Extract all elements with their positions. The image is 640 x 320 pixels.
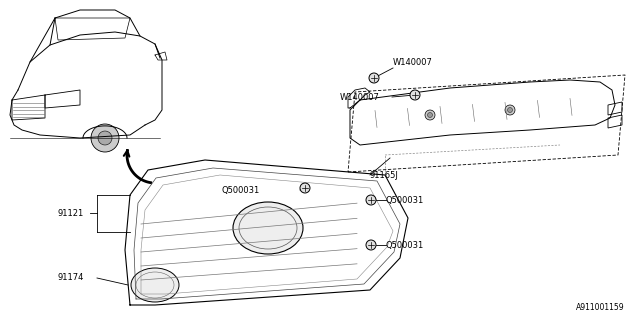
Text: W140007: W140007 [340, 92, 380, 101]
Text: Q500031: Q500031 [386, 196, 424, 204]
Ellipse shape [131, 268, 179, 302]
Circle shape [300, 183, 310, 193]
Text: 91121: 91121 [58, 209, 84, 218]
Circle shape [410, 90, 420, 100]
Circle shape [366, 195, 376, 205]
Circle shape [508, 108, 513, 113]
Circle shape [428, 113, 433, 117]
Text: W140007: W140007 [393, 58, 433, 67]
Text: Q500031: Q500031 [386, 241, 424, 250]
Ellipse shape [233, 202, 303, 254]
Circle shape [91, 124, 119, 152]
Circle shape [505, 105, 515, 115]
Circle shape [369, 73, 379, 83]
Circle shape [366, 240, 376, 250]
Text: 91165J: 91165J [370, 171, 399, 180]
Circle shape [98, 131, 112, 145]
Text: 91174: 91174 [58, 274, 84, 283]
Text: A911001159: A911001159 [577, 303, 625, 312]
Text: Q500031: Q500031 [222, 186, 260, 195]
Circle shape [425, 110, 435, 120]
